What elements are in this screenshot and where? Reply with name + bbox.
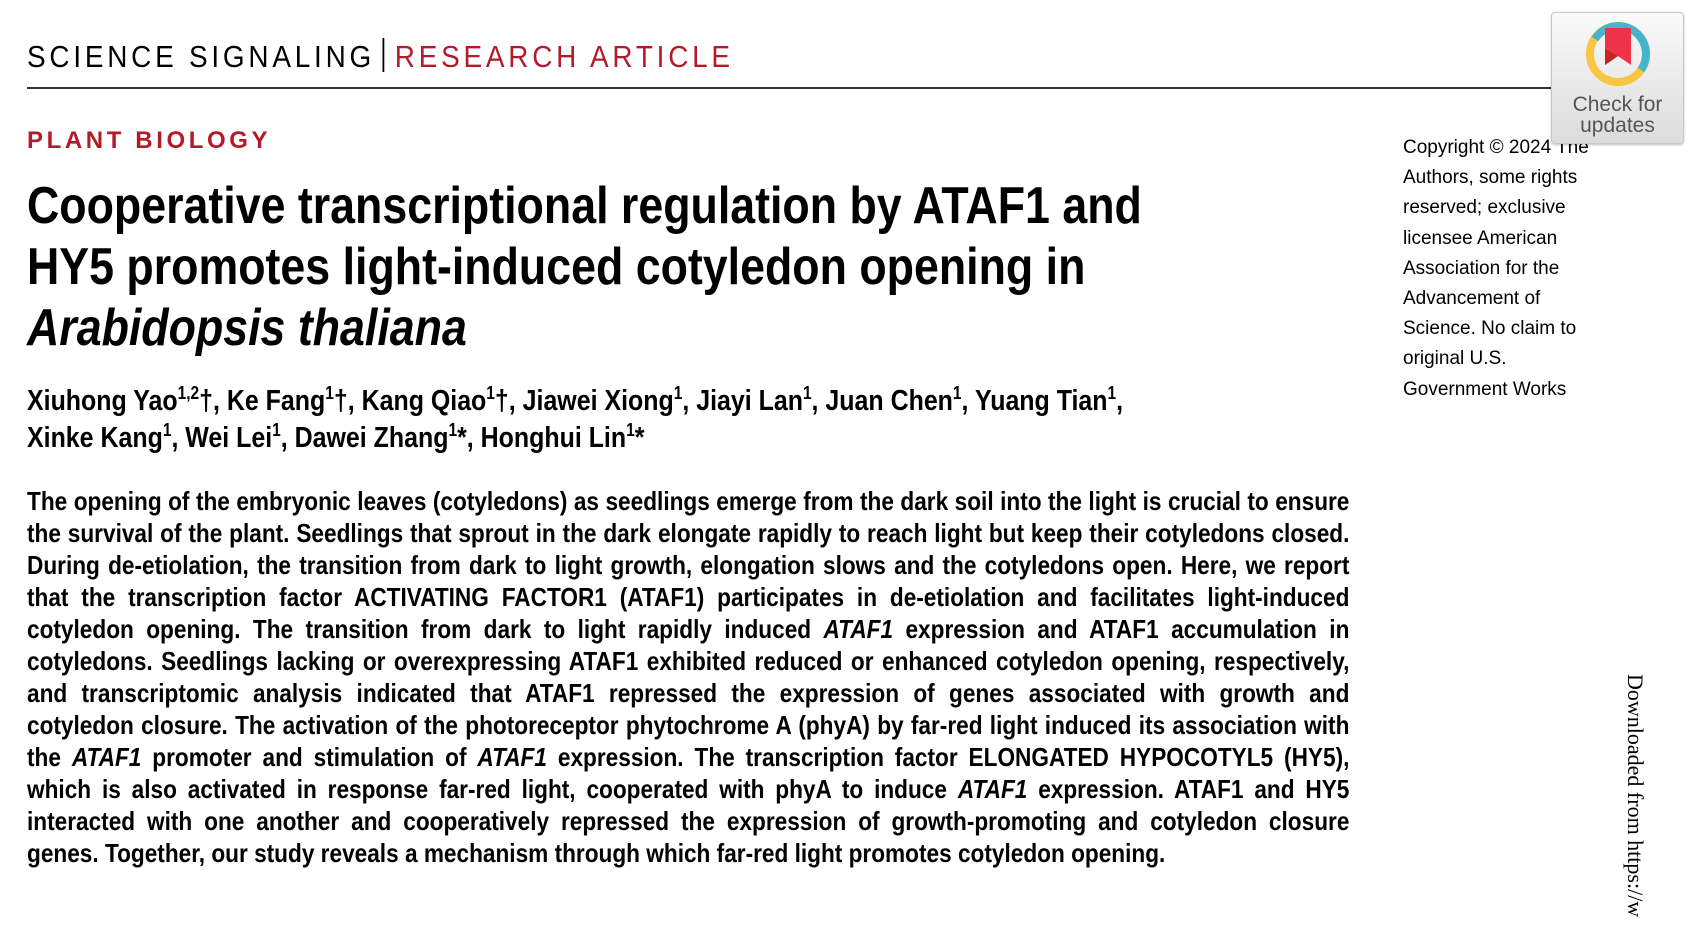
author: Kang Qiao1†, xyxy=(361,383,523,417)
gene-name: ATAF1 xyxy=(477,742,547,772)
title-line: HY5 promotes light-induced cotyledon ope… xyxy=(27,238,1086,296)
author: Yuang Tian1, xyxy=(974,383,1124,417)
author-name: Xinke Kang xyxy=(27,422,163,454)
author-affiliation: 1,2 xyxy=(177,383,200,403)
header-rule xyxy=(27,87,1557,89)
author-mark: , xyxy=(280,422,295,454)
abstract: The opening of the embryonic leaves (cot… xyxy=(27,485,1349,869)
author: Ke Fang1†, xyxy=(226,383,362,417)
author-mark: †, xyxy=(333,385,362,417)
author-mark: †, xyxy=(494,385,523,417)
author-affiliation: 1 xyxy=(626,420,635,440)
author: Jiawei Xiong1, xyxy=(522,383,697,417)
author: Xinke Kang1, xyxy=(27,420,186,454)
author-name: Yuang Tian xyxy=(974,385,1108,417)
title-line: Cooperative transcriptional regulation b… xyxy=(27,177,1142,235)
author-mark: *, xyxy=(457,422,481,454)
gene-name: ATAF1 xyxy=(823,614,894,644)
author-name: Jiayi Lan xyxy=(696,385,803,417)
badge-label-1: Check for xyxy=(1572,93,1663,116)
author-name: Kang Qiao xyxy=(361,385,487,417)
author-mark: †, xyxy=(199,385,227,417)
section-label: PLANT BIOLOGY xyxy=(27,127,272,154)
article-type: RESEARCH ARTICLE xyxy=(394,39,734,74)
author-mark: , xyxy=(682,385,697,417)
abstract-text: The opening of the embryonic leaves (cot… xyxy=(27,486,1350,644)
journal-header: SCIENCE SIGNALING RESEARCH ARTICLE xyxy=(27,38,734,75)
author-name: Jiawei Xiong xyxy=(522,385,674,417)
badge-label-2: updates xyxy=(1580,114,1655,137)
check-for-updates-button[interactable]: Check for updates xyxy=(1551,12,1684,144)
author-affiliation: 1 xyxy=(673,383,683,403)
bookmark-ring-icon xyxy=(1585,22,1650,86)
author-affiliation: 1 xyxy=(1107,383,1117,403)
author-name: Juan Chen xyxy=(825,385,953,417)
author-affiliation: 1 xyxy=(486,383,495,403)
author-affiliation: 1 xyxy=(162,420,172,440)
header-divider xyxy=(382,38,384,72)
author: Dawei Zhang1*, xyxy=(294,420,481,454)
author-name: Ke Fang xyxy=(226,385,326,417)
author-name: Xiuhong Yao xyxy=(27,385,178,417)
author-mark: , xyxy=(171,422,186,454)
author-name: Honghui Lin xyxy=(480,422,627,454)
author-mark: , xyxy=(811,385,826,417)
author-mark: * xyxy=(634,422,645,454)
author: Wei Lei1, xyxy=(185,420,295,454)
abstract-text: expression. ATAF1 and HY5 interacted wit… xyxy=(27,774,1350,868)
journal-name: SCIENCE SIGNALING xyxy=(27,39,375,74)
author-affiliation: 1 xyxy=(272,420,281,440)
author-list: Xiuhong Yao1,2†, Ke Fang1†, Kang Qiao1†,… xyxy=(27,383,1283,457)
title-species: Arabidopsis thaliana xyxy=(27,299,467,357)
author: Xiuhong Yao1,2†, xyxy=(27,383,227,417)
author-mark: , xyxy=(961,385,975,417)
author: Honghui Lin1* xyxy=(480,420,645,454)
gene-name: ATAF1 xyxy=(71,742,142,772)
author-name: Dawei Zhang xyxy=(294,422,449,454)
author-affiliation: 1 xyxy=(325,383,334,403)
abstract-text: expression. The transcription factor ELO… xyxy=(27,742,1350,804)
author-mark: , xyxy=(1116,385,1124,417)
article-title: Cooperative transcriptional regulation b… xyxy=(27,176,1142,359)
author-affiliation: 1 xyxy=(448,420,458,440)
author-affiliation: 1 xyxy=(802,383,812,403)
author: Jiayi Lan1, xyxy=(696,383,826,417)
author-affiliation: 1 xyxy=(952,383,962,403)
abstract-text: promoter and stimulation of xyxy=(141,742,478,772)
download-watermark: Downloaded from https://w xyxy=(1623,674,1648,918)
abstract-text: expression and ATAF1 accumulation in cot… xyxy=(27,614,1350,772)
gene-name: ATAF1 xyxy=(957,774,1028,804)
copyright-notice: Copyright © 2024 The Authors, some right… xyxy=(1403,137,1589,400)
author-name: Wei Lei xyxy=(185,422,273,454)
author: Juan Chen1, xyxy=(825,383,975,417)
